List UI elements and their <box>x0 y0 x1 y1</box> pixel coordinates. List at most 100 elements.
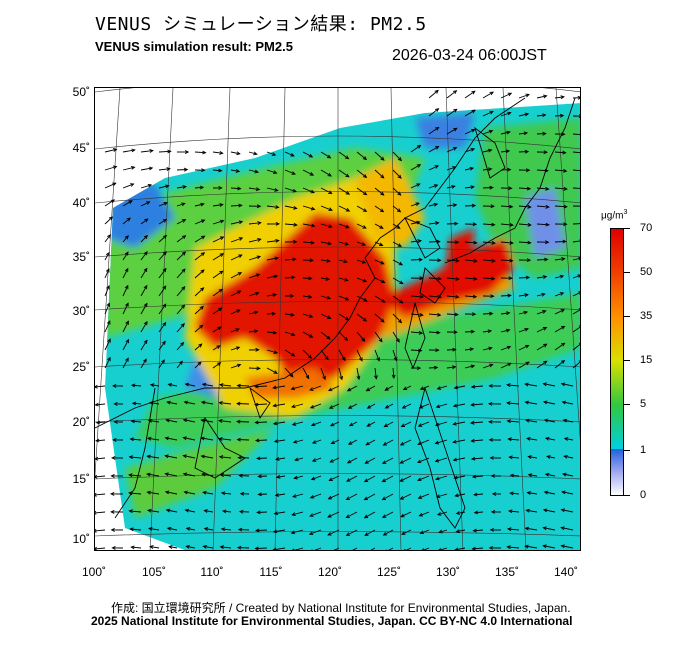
wind-vector <box>554 169 567 172</box>
wind-vector-head <box>488 167 493 172</box>
wind-vector <box>365 439 376 446</box>
wind-vector-head <box>452 147 458 151</box>
wind-vector <box>275 493 286 496</box>
wind-vector <box>518 94 530 99</box>
wind-vector <box>194 186 204 189</box>
wind-vector <box>284 367 294 378</box>
wind-vector <box>482 187 493 189</box>
wind-vector <box>474 493 484 496</box>
wind-vector <box>543 527 556 531</box>
wind-vector-head <box>183 490 188 495</box>
wind-vector <box>158 285 167 297</box>
wind-vector-head <box>384 387 389 391</box>
wind-vector-head <box>124 284 129 290</box>
wind-vector <box>500 346 511 351</box>
wind-vector-head <box>201 235 206 240</box>
wind-vector-head <box>311 458 317 462</box>
wind-vector-head <box>347 550 351 551</box>
wind-vector <box>572 151 580 154</box>
wind-vector-head <box>184 150 190 154</box>
wind-vector-head <box>218 455 224 459</box>
wind-vector-head <box>509 491 514 496</box>
wind-vector <box>374 151 385 161</box>
wind-vector <box>122 321 129 333</box>
wind-vector <box>374 259 384 265</box>
wind-vector-head <box>219 219 225 224</box>
wind-vector-head <box>455 258 460 263</box>
wind-vector-head <box>563 186 568 191</box>
wind-vector-head <box>130 183 135 187</box>
wind-vector-head <box>146 508 152 513</box>
wind-vector-head <box>254 310 259 315</box>
wind-vector-head <box>488 383 493 388</box>
colorbar-tick <box>624 272 630 273</box>
wind-vector-head <box>489 527 494 532</box>
wind-vector <box>266 187 278 192</box>
wind-vector <box>482 110 494 117</box>
wind-vector-head <box>508 186 513 191</box>
wind-vector <box>374 349 380 361</box>
wind-vector-head <box>182 436 187 441</box>
wind-vector-head <box>290 294 295 298</box>
wind-vector <box>329 475 340 481</box>
wind-vector <box>129 492 142 495</box>
wind-vector-head <box>542 310 547 314</box>
wind-vector <box>536 360 547 369</box>
wind-vector <box>122 251 129 261</box>
wind-vector-head <box>131 401 137 406</box>
wind-vector-head <box>379 208 385 213</box>
wind-vector <box>168 383 178 387</box>
wind-vector-head <box>236 151 241 156</box>
wind-vector <box>435 439 448 444</box>
wind-vector <box>165 491 178 495</box>
wind-vector <box>472 547 484 550</box>
wind-vector <box>508 510 520 513</box>
wind-vector-head <box>310 240 315 245</box>
wind-vector-head <box>470 364 476 369</box>
wind-vector <box>327 511 340 518</box>
wind-vector-head <box>436 330 441 335</box>
wind-vector <box>464 148 475 153</box>
wind-vector <box>311 475 322 480</box>
wind-vector-head <box>544 257 549 262</box>
wind-vector <box>561 527 574 531</box>
wind-vector-head <box>491 240 496 245</box>
wind-vector-head <box>217 362 222 367</box>
wind-vector <box>320 349 329 360</box>
wind-vector-head <box>106 285 110 290</box>
wind-vector-head <box>328 207 333 212</box>
wind-vector <box>348 403 358 409</box>
wind-vector-head <box>455 511 461 515</box>
wind-vector-head <box>161 359 165 364</box>
wind-vector-head <box>181 219 187 223</box>
wind-vector-head <box>293 222 298 227</box>
wind-vector <box>417 457 430 463</box>
wind-vector <box>302 295 312 298</box>
wind-vector-head <box>559 113 565 118</box>
wind-vector-head <box>291 171 296 175</box>
wind-vector-head <box>128 491 133 496</box>
wind-vector-head <box>291 548 295 550</box>
wind-vector <box>356 151 367 160</box>
wind-vector-head <box>238 509 244 514</box>
wind-vector-head <box>143 358 147 363</box>
wind-vector-head <box>471 90 476 95</box>
wind-vector-head <box>254 384 259 389</box>
wind-vector <box>150 546 160 549</box>
wind-vector <box>293 547 304 550</box>
wind-vector-head <box>509 258 514 263</box>
wind-vector-head <box>577 95 580 100</box>
wind-vector-head <box>126 217 131 222</box>
wind-vector <box>104 252 110 261</box>
wind-vector-head <box>274 256 280 261</box>
wind-vector <box>422 547 430 550</box>
wind-vector-head <box>471 203 477 208</box>
wind-vector-head <box>397 319 403 324</box>
wind-vector-head <box>327 387 333 392</box>
wind-vector <box>564 437 574 441</box>
wind-vector-head <box>310 422 316 427</box>
wind-vector-head <box>524 327 529 332</box>
wind-vector <box>230 169 240 172</box>
wind-vector <box>294 457 304 461</box>
wind-vector <box>284 276 295 279</box>
